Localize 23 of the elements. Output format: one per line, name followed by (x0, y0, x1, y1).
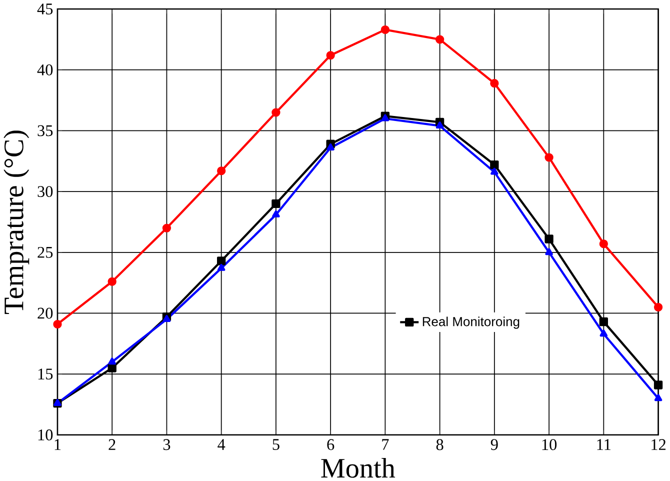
x-tick-label: 4 (218, 438, 226, 450)
x-tick-label: 10 (542, 438, 557, 450)
x-tick-label: 2 (108, 438, 116, 450)
y-tick-label: 15 (38, 368, 53, 380)
y-tick-label: 35 (38, 125, 53, 136)
x-tick-label: 6 (327, 438, 334, 450)
y-tick-label: 45 (37, 3, 53, 14)
y-axis-title: Temprature (°C) (4, 130, 30, 314)
x-tick-label: 1 (54, 438, 61, 450)
y-tick-label: 20 (38, 308, 53, 319)
x-tick-label: 3 (163, 438, 170, 450)
x-tick-label: 12 (652, 438, 666, 450)
y-tick-label: 40 (37, 64, 53, 76)
x-tick-label: 11 (597, 438, 611, 450)
x-axis-title: Month (321, 458, 396, 478)
x-tick-label: 9 (490, 438, 498, 450)
y-tick-label: 10 (38, 429, 53, 440)
legend-label: Real Monitoroing (422, 316, 520, 329)
x-tick-label: 5 (272, 438, 280, 450)
x-tick-label: 8 (436, 438, 444, 450)
x-tick-label: 7 (382, 438, 389, 450)
y-tick-label: 25 (38, 246, 53, 258)
y-tick-label: 30 (38, 186, 53, 197)
